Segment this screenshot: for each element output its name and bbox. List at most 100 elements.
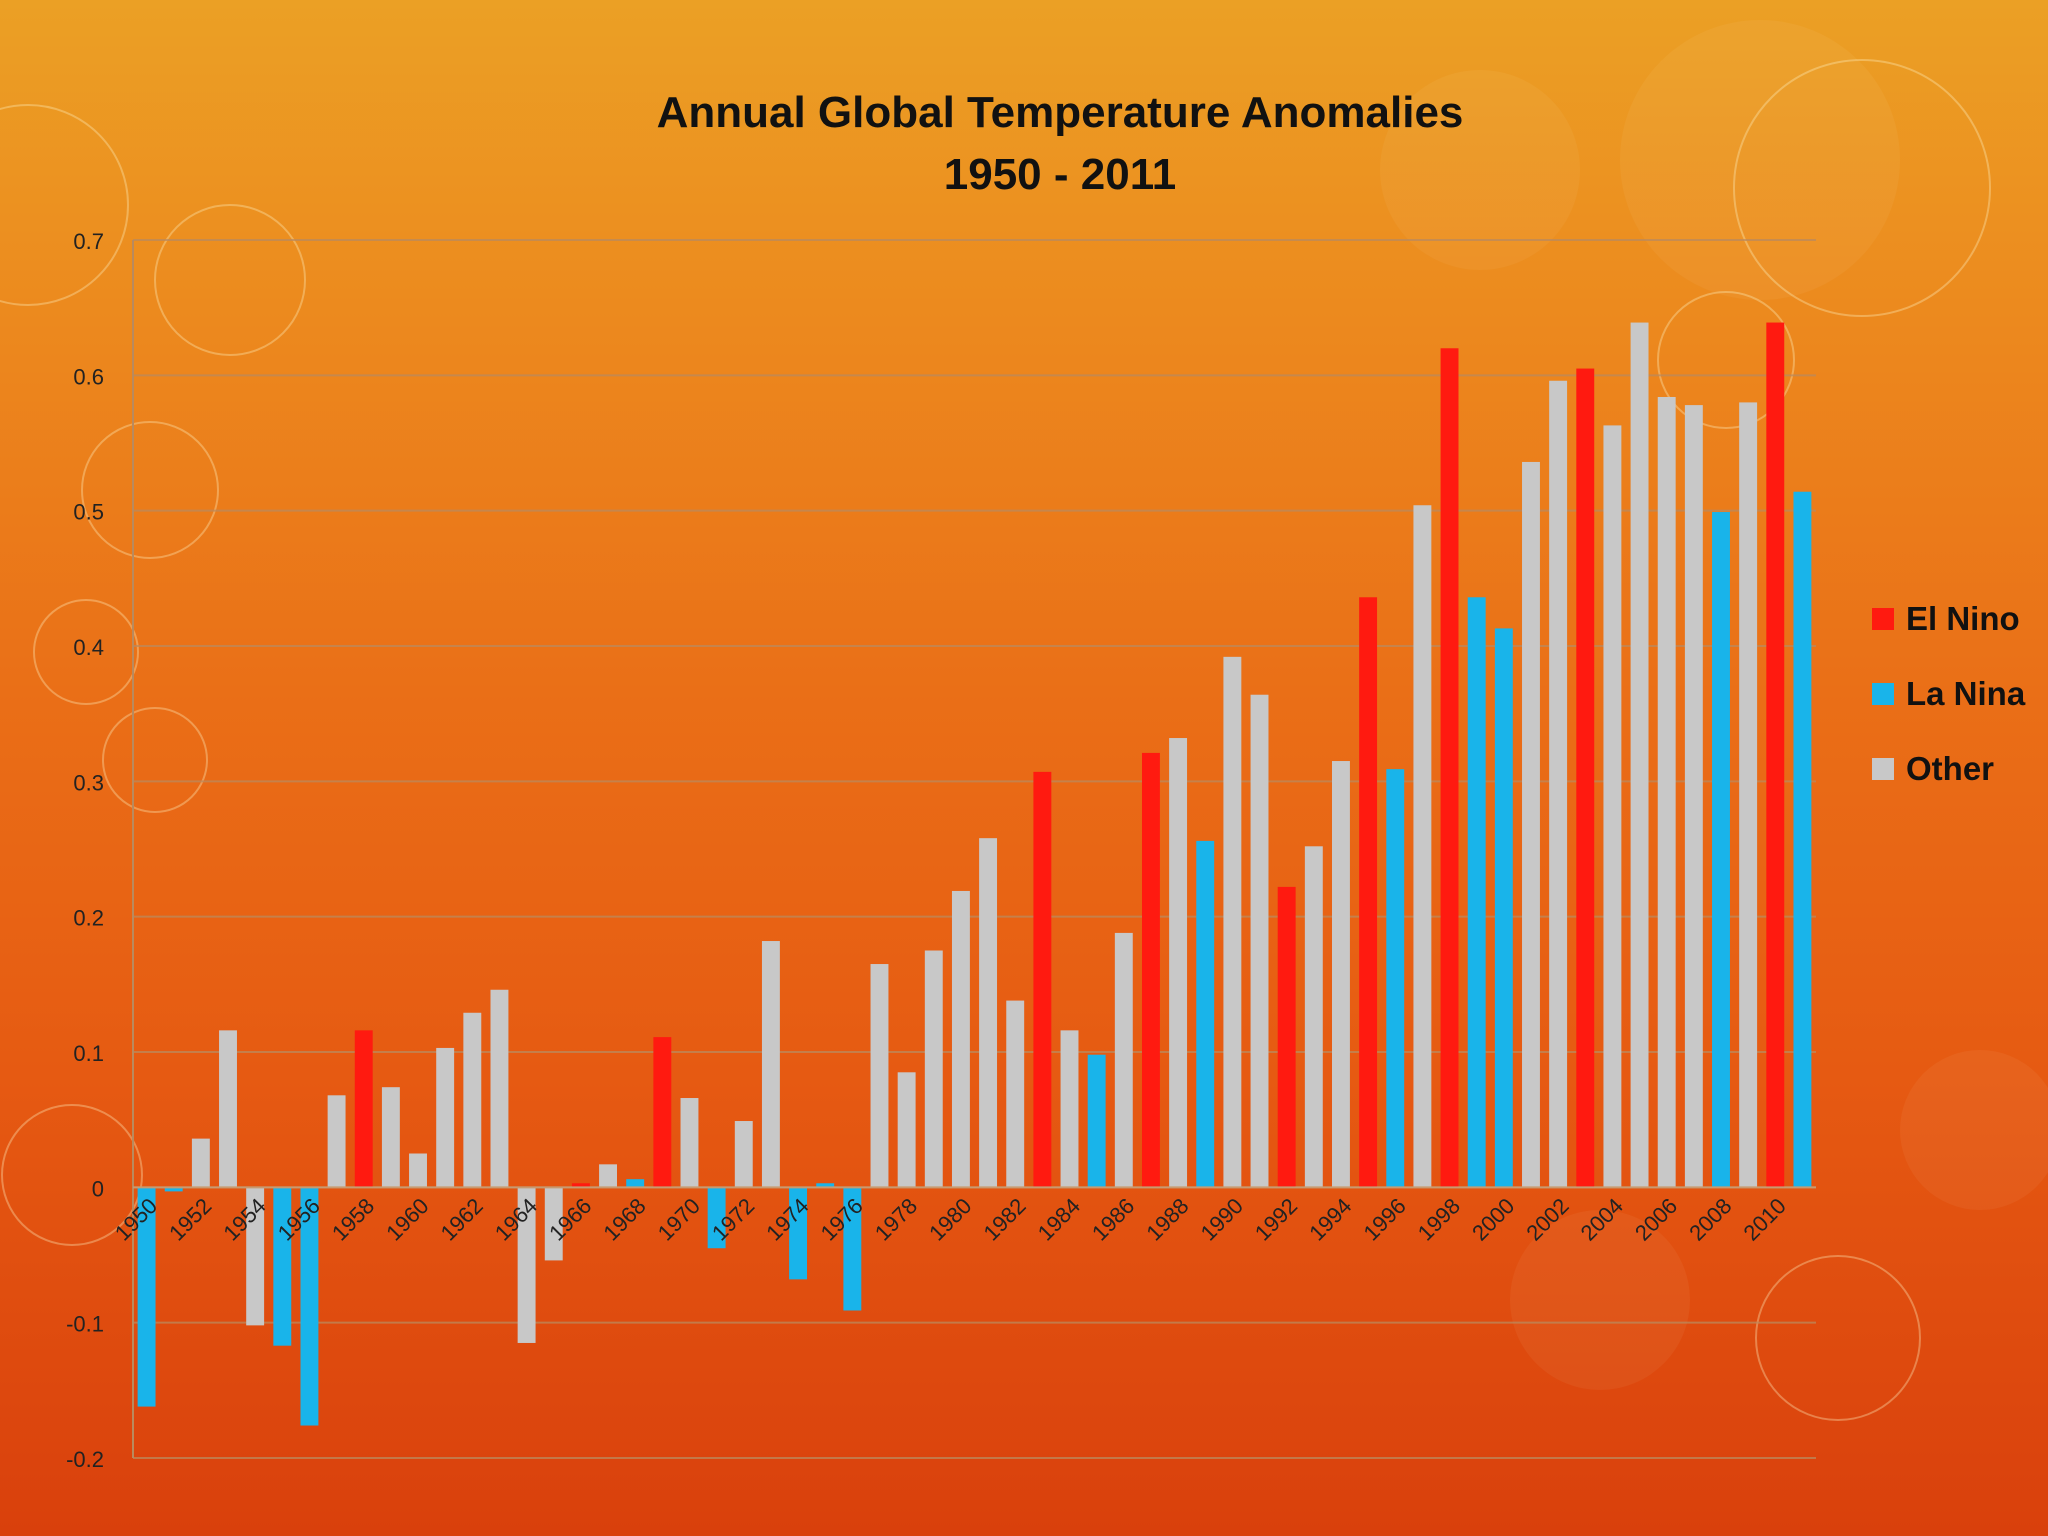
legend-label-la-nina: La Nina	[1906, 674, 2026, 712]
chart-title: Annual Global Temperature Anomalies 1950…	[560, 82, 1560, 206]
y-tick-label: 0.4	[73, 635, 104, 660]
chart-legend: El Nino La Nina Other	[1872, 600, 2025, 825]
bar-1996	[1386, 769, 1405, 1188]
bar-1971	[707, 1187, 726, 1249]
x-tick-label: 1992	[1250, 1193, 1302, 1245]
bar-1978	[897, 1072, 916, 1188]
bar-1994	[1332, 761, 1350, 1188]
bar-1983	[1033, 771, 1052, 1188]
legend-label-other: Other	[1906, 749, 1995, 787]
bar-1974	[789, 1187, 808, 1280]
x-tick-label: 2010	[1739, 1193, 1791, 1245]
y-tick-label: 0.7	[73, 229, 104, 254]
bar-1952	[191, 1138, 210, 1188]
bar-1977	[870, 964, 889, 1188]
x-tick-label: 2002	[1521, 1193, 1573, 1245]
x-tick-label: 1996	[1358, 1193, 1410, 1245]
y-tick-label: -0.1	[66, 1312, 104, 1337]
bar-2009	[1739, 402, 1758, 1188]
bar-2007	[1684, 405, 1703, 1188]
x-tick-label: 1984	[1033, 1193, 1085, 1245]
bar-1995	[1359, 597, 1378, 1188]
bar-1993	[1304, 846, 1323, 1188]
y-tick-label: 0.5	[73, 500, 104, 525]
bar-1960	[409, 1153, 427, 1188]
bar-1997	[1413, 505, 1432, 1188]
bar-2011	[1793, 491, 1812, 1188]
bar-1985	[1087, 1054, 1106, 1188]
bar-1989	[1196, 840, 1215, 1188]
legend-label-el-nino: El Nino	[1906, 599, 2020, 637]
x-tick-label: 2004	[1576, 1193, 1628, 1245]
bar-2001	[1522, 461, 1540, 1188]
x-tick-label: 1980	[924, 1193, 976, 1245]
bar-1965	[544, 1187, 563, 1261]
bar-2005	[1630, 322, 1649, 1188]
bar-1951	[164, 1187, 183, 1192]
x-tick-label: 2000	[1467, 1193, 1519, 1245]
bar-1982	[1006, 1000, 1025, 1188]
bar-1950	[137, 1187, 156, 1407]
bar-1959	[381, 1087, 400, 1188]
x-tick-label: 2006	[1630, 1193, 1682, 1245]
bar-1973	[761, 941, 780, 1188]
bar-1990	[1223, 656, 1242, 1188]
bar-1955	[273, 1187, 292, 1346]
x-tick-label: 1960	[381, 1193, 433, 1245]
x-tick-label: 2008	[1684, 1193, 1736, 1245]
x-tick-label: 1994	[1304, 1193, 1356, 1245]
x-tick-label: 1988	[1141, 1193, 1193, 1245]
y-tick-label: 0	[92, 1176, 104, 1201]
bar-1987	[1141, 752, 1160, 1188]
bar-1984	[1060, 1030, 1079, 1188]
bar-1969	[653, 1037, 672, 1188]
bar-1999	[1467, 597, 1486, 1188]
bar-2003	[1576, 368, 1595, 1188]
chart-subtitle-line: 1950 - 2011	[943, 150, 1177, 199]
y-tick-label: 0.3	[73, 770, 104, 795]
bar-1981	[979, 838, 998, 1188]
bar-1964	[517, 1187, 536, 1343]
bar-1956	[300, 1187, 319, 1426]
bar-2006	[1657, 396, 1676, 1188]
bar-1998	[1440, 348, 1459, 1188]
x-tick-label: 1962	[436, 1193, 488, 1245]
bar-1957	[327, 1095, 346, 1188]
bar-1975	[816, 1183, 835, 1188]
y-tick-label: 0.6	[73, 364, 104, 389]
bar-1992	[1277, 886, 1296, 1188]
y-tick-label: 0.1	[73, 1041, 104, 1066]
bar-1968	[626, 1179, 645, 1188]
bar-1954	[246, 1187, 265, 1326]
bar-1976	[843, 1187, 862, 1311]
bar-1967	[599, 1164, 617, 1188]
bar-1986	[1114, 932, 1133, 1188]
y-tick-label: 0.2	[73, 906, 104, 931]
x-tick-label: 1990	[1196, 1193, 1248, 1245]
bar-2004	[1603, 425, 1622, 1188]
bar-2008	[1712, 512, 1730, 1188]
bar-1961	[436, 1047, 455, 1188]
y-tick-label: -0.2	[66, 1447, 104, 1472]
bar-1972	[734, 1121, 753, 1188]
bar-1962	[463, 1012, 482, 1188]
x-tick-label: 1986	[1087, 1193, 1139, 1245]
x-tick-label: 1998	[1413, 1193, 1465, 1245]
bar-1988	[1169, 738, 1188, 1188]
x-tick-label: 1968	[598, 1193, 650, 1245]
bar-1963	[490, 989, 509, 1188]
x-tick-label: 1958	[327, 1193, 379, 1245]
bar-1979	[924, 950, 943, 1188]
bar-2000	[1494, 628, 1513, 1188]
legend-swatch-la-nina	[1872, 682, 1894, 705]
x-tick-label: 1982	[978, 1193, 1030, 1245]
legend-item-other: Other	[1872, 750, 2025, 787]
bar-1966	[571, 1183, 590, 1188]
bar-1991	[1250, 694, 1269, 1188]
legend-item-el-nino: El Nino	[1872, 600, 2025, 637]
bar-2002	[1549, 380, 1568, 1188]
bar-1953	[219, 1030, 237, 1188]
legend-swatch-el-nino	[1872, 607, 1894, 630]
bar-2010	[1766, 322, 1785, 1188]
